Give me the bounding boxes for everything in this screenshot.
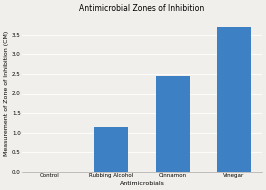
Bar [156, 76, 190, 172]
X-axis label: Antimicrobials: Antimicrobials [119, 181, 164, 186]
Bar [94, 127, 128, 172]
Y-axis label: Measurement of Zone of Inhibition (CM): Measurement of Zone of Inhibition (CM) [4, 31, 9, 156]
Bar [217, 27, 251, 172]
Title: Antimicrobial Zones of Inhibition: Antimicrobial Zones of Inhibition [79, 4, 205, 13]
